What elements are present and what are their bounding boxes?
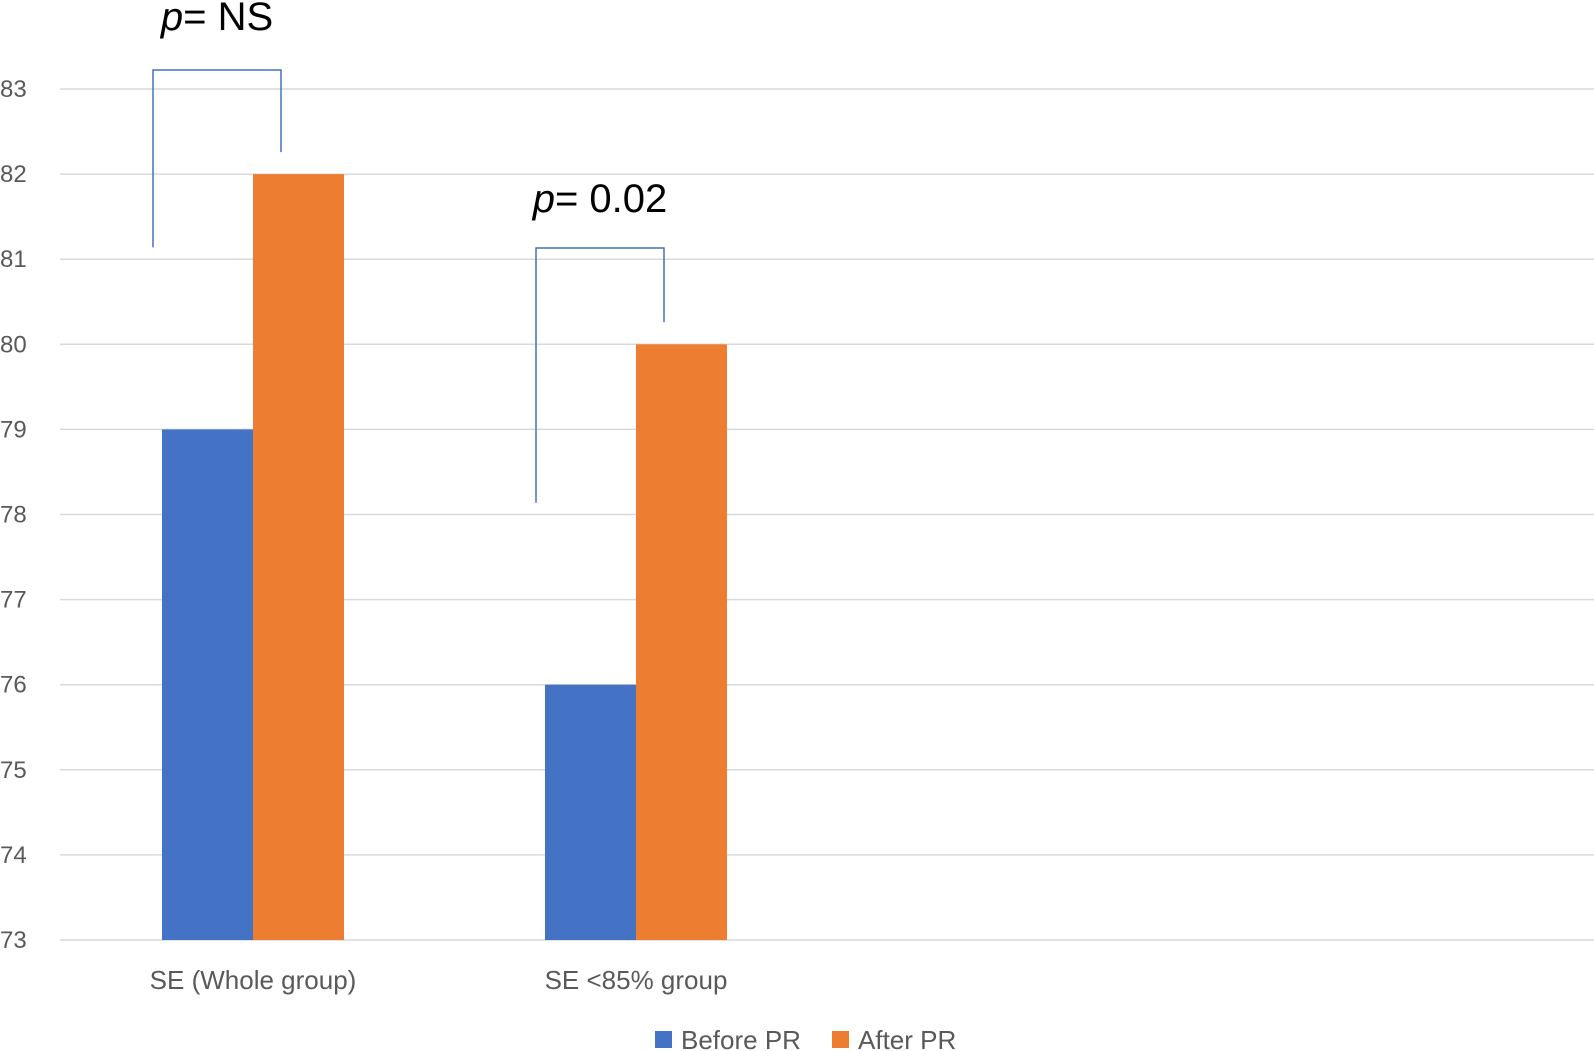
significance-bracket [535,247,665,503]
y-tick-label: 82 [0,161,27,188]
legend-swatch [655,1031,672,1048]
x-category-label: SE <85% group [545,965,728,995]
p-symbol: p [532,177,555,221]
legend-label: Before PR [681,1025,801,1051]
y-tick-label: 78 [0,502,27,529]
y-tick-label: 76 [0,672,27,699]
y-tick-label: 75 [0,757,27,784]
y-tick-label: 80 [0,331,27,358]
y-tick-label: 81 [0,246,27,273]
x-category-label: SE (Whole group) [150,965,357,995]
bar-before-pr-cat0 [162,429,253,940]
y-tick-label: 83 [0,76,27,103]
legend: Before PR After PR [655,1025,956,1051]
bar-after-pr-cat0 [253,174,344,941]
annotations: p= NSp= 0.02 [152,0,668,503]
y-tick-label: 74 [0,842,27,869]
y-tick-label: 73 [0,927,27,954]
x-axis-categories: SE (Whole group) SE <85% group [150,965,728,995]
legend-swatch [832,1031,849,1048]
bars [162,174,727,941]
p-value-text: = 0.02 [555,177,667,221]
bar-after-pr-cat1 [636,344,727,940]
significance-bracket [152,69,282,248]
p-value-annotation: p= NS [160,0,273,39]
p-symbol: p [160,0,183,39]
bar-before-pr-cat1 [545,684,636,940]
y-tick-label: 79 [0,416,27,443]
y-axis-ticks: 73 74 75 76 77 78 79 80 81 82 83 [0,76,27,954]
p-value-text: = NS [183,0,273,39]
legend-label: After PR [858,1025,956,1051]
y-tick-label: 77 [0,587,27,614]
p-value-annotation: p= 0.02 [532,177,668,221]
